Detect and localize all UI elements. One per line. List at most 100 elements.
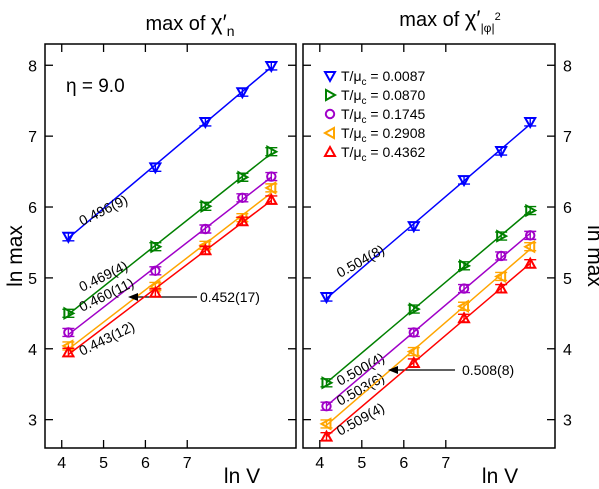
data-point bbox=[459, 259, 472, 273]
right-y-axis-title: ln max bbox=[583, 225, 599, 287]
fit-line bbox=[325, 248, 531, 426]
fit-line bbox=[325, 232, 531, 407]
data-point bbox=[407, 221, 421, 234]
x-tick-label: 6 bbox=[141, 455, 150, 472]
data-point bbox=[63, 327, 74, 338]
plot-frame bbox=[302, 43, 556, 449]
data-point bbox=[63, 306, 76, 321]
data-point bbox=[494, 146, 508, 159]
data-point bbox=[200, 199, 213, 214]
legend-label-1: T/μc = 0.0870 bbox=[341, 87, 426, 107]
data-point bbox=[198, 116, 213, 130]
data-point bbox=[198, 243, 213, 256]
y-tick-label: 7 bbox=[28, 129, 37, 146]
data-point bbox=[266, 145, 279, 159]
legend-entry-4: T/μc = 0.4362 bbox=[323, 144, 426, 164]
x-tick-label: 7 bbox=[441, 455, 450, 472]
y-tick-label: 6 bbox=[28, 200, 37, 217]
data-point bbox=[523, 116, 537, 130]
data-point bbox=[496, 229, 509, 243]
eta-annotation: η = 9.0 bbox=[66, 76, 125, 97]
data-point bbox=[494, 269, 507, 284]
y-tick-label: 5 bbox=[28, 271, 37, 288]
right-x-axis-title: ln V bbox=[482, 465, 518, 488]
fit-line bbox=[325, 123, 531, 300]
data-point bbox=[235, 214, 250, 227]
legend-marker bbox=[323, 144, 337, 157]
arrow-head bbox=[388, 366, 398, 374]
y-tick-label: 8 bbox=[563, 58, 572, 75]
series-3: 0.508(8) bbox=[319, 240, 537, 431]
data-point bbox=[264, 181, 277, 195]
fit-line bbox=[67, 192, 272, 350]
y-tick-label: 3 bbox=[28, 413, 37, 430]
fit-line bbox=[67, 176, 272, 336]
legend-marker bbox=[324, 108, 336, 120]
x-tick-label: 6 bbox=[399, 455, 408, 472]
data-point bbox=[406, 344, 419, 359]
y-tick-label: 5 bbox=[563, 271, 572, 288]
legend-entry-1: T/μc = 0.0870 bbox=[325, 87, 426, 107]
data-point bbox=[408, 327, 419, 338]
legend-entry-3: T/μc = 0.2908 bbox=[322, 125, 426, 145]
data-point bbox=[458, 283, 470, 294]
data-point bbox=[408, 302, 421, 316]
data-point bbox=[235, 87, 250, 100]
legend-label-3: T/μc = 0.2908 bbox=[341, 125, 426, 145]
legend-marker bbox=[322, 126, 335, 140]
data-point bbox=[494, 281, 508, 294]
data-point bbox=[148, 162, 163, 175]
y-tick-label: 7 bbox=[563, 129, 572, 146]
data-point bbox=[150, 240, 163, 254]
plot-frame bbox=[44, 43, 297, 449]
data-point bbox=[525, 230, 536, 241]
data-point bbox=[148, 285, 163, 298]
legend-marker bbox=[323, 71, 337, 84]
data-point bbox=[456, 299, 470, 313]
left-panel-title: max of χ′n bbox=[145, 10, 234, 39]
right-panel-title: max of χ′|φ|2 bbox=[399, 6, 500, 35]
data-point bbox=[61, 345, 76, 358]
fit-exponent-label: 0.452(17) bbox=[200, 289, 260, 305]
data-point bbox=[407, 355, 421, 368]
x-tick-label: 4 bbox=[57, 455, 66, 472]
x-tick-label: 4 bbox=[315, 455, 324, 472]
legend-label-2: T/μc = 0.1745 bbox=[341, 106, 426, 126]
x-tick-label: 5 bbox=[99, 455, 108, 472]
x-tick-label: 7 bbox=[183, 455, 192, 472]
data-point bbox=[321, 400, 332, 412]
legend-label-0: T/μc = 0.0087 bbox=[341, 68, 426, 88]
y-tick-label: 4 bbox=[563, 342, 572, 359]
data-point bbox=[457, 175, 471, 188]
left-y-axis-title: ln max bbox=[4, 225, 27, 287]
data-point bbox=[61, 231, 76, 244]
y-tick-label: 4 bbox=[28, 342, 37, 359]
legend-label-4: T/μc = 0.4362 bbox=[341, 144, 426, 164]
data-point bbox=[150, 265, 161, 277]
data-point bbox=[319, 417, 332, 431]
data-point bbox=[525, 203, 538, 218]
x-tick-label: 5 bbox=[357, 455, 366, 472]
y-tick-label: 8 bbox=[28, 58, 37, 75]
legend-entry-2: T/μc = 0.1745 bbox=[324, 106, 426, 126]
legend-marker bbox=[325, 88, 338, 102]
data-point bbox=[523, 256, 537, 269]
legend-entry-0: T/μc = 0.0087 bbox=[323, 68, 426, 88]
data-point bbox=[264, 192, 279, 205]
data-point bbox=[523, 240, 536, 254]
data-point bbox=[264, 60, 279, 74]
y-tick-label: 6 bbox=[563, 200, 572, 217]
data-point bbox=[237, 170, 250, 184]
data-point bbox=[321, 376, 334, 390]
y-tick-label: 3 bbox=[563, 413, 572, 430]
data-point bbox=[200, 223, 211, 235]
data-point bbox=[457, 311, 471, 324]
data-point bbox=[319, 292, 334, 305]
data-point bbox=[319, 429, 334, 442]
left-x-axis-title: ln V bbox=[224, 465, 260, 488]
legend: T/μc = 0.0087 T/μc = 0.0870 T/μc = 0.174… bbox=[322, 68, 426, 164]
data-point bbox=[495, 250, 507, 262]
arrow-head bbox=[128, 293, 138, 301]
